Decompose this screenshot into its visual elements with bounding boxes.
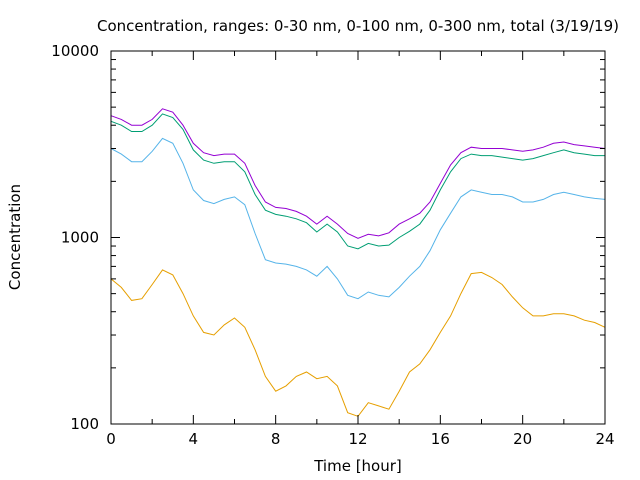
- x-tick-label: 8: [271, 430, 281, 448]
- y-axis-label: Concentration: [6, 184, 24, 290]
- x-tick-label: 24: [595, 430, 614, 448]
- x-tick-label: 0: [106, 430, 116, 448]
- x-axis-label: Time [hour]: [313, 457, 402, 475]
- series-line-4: [110, 269, 606, 417]
- tick-layer: 0 4 8 12 16 20 24 100 1000 10000: [51, 42, 614, 448]
- x-tick-label: 12: [348, 430, 367, 448]
- x-tick-label: 16: [431, 430, 450, 448]
- x-tick-label: 4: [189, 430, 199, 448]
- series-line-2: [110, 113, 605, 250]
- plot-frame: [110, 50, 606, 425]
- y-tick-label: 100: [70, 415, 99, 433]
- y-tick-label: 10000: [51, 42, 99, 60]
- series-layer: [110, 108, 606, 417]
- series-line-1: [110, 108, 606, 239]
- series-line-3: [110, 137, 606, 300]
- chart-title: Concentration, ranges: 0-30 nm, 0-100 nm…: [97, 17, 619, 35]
- y-tick-label: 1000: [61, 229, 99, 247]
- x-tick-label: 20: [513, 430, 532, 448]
